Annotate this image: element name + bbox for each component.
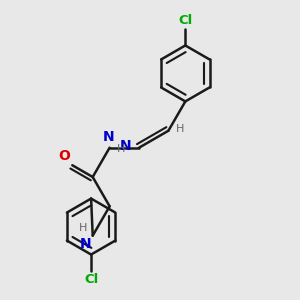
Text: N: N <box>80 236 91 250</box>
Text: N: N <box>102 130 114 144</box>
Text: H: H <box>176 124 184 134</box>
Text: N: N <box>120 139 132 153</box>
Text: H: H <box>79 223 87 233</box>
Text: O: O <box>58 149 70 163</box>
Text: H: H <box>117 144 125 154</box>
Text: Cl: Cl <box>178 14 193 27</box>
Text: Cl: Cl <box>84 273 98 286</box>
